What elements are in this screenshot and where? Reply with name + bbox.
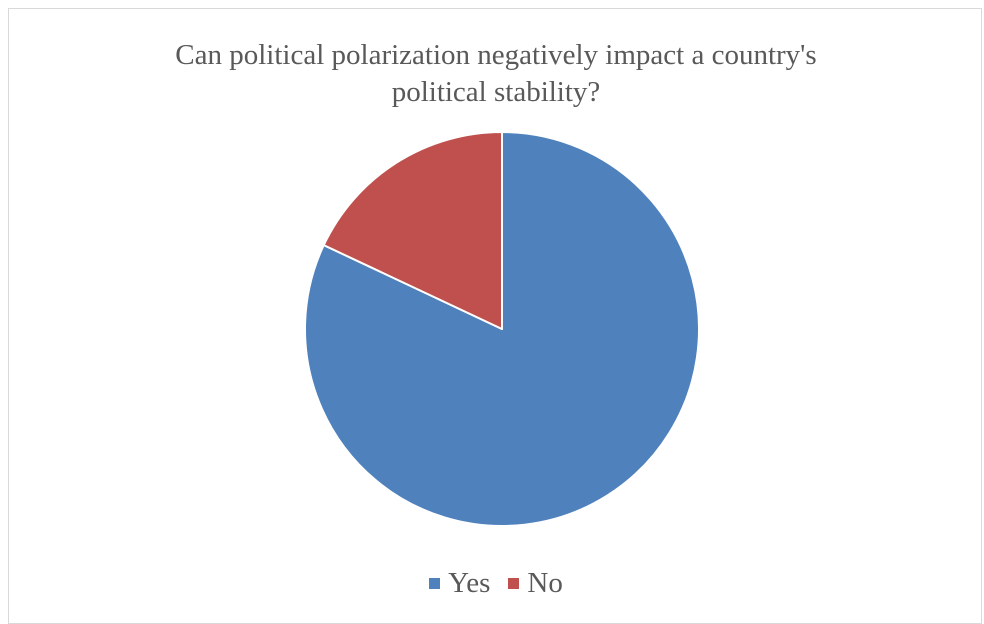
legend-item-no: No xyxy=(508,567,563,600)
legend-label-no: No xyxy=(527,567,563,599)
chart-title-line-1: Can political polarization negatively im… xyxy=(175,39,817,71)
legend-label-yes: Yes xyxy=(448,567,491,599)
legend-swatch-yes xyxy=(429,578,441,589)
chart-title-line-2: political stability? xyxy=(391,76,601,108)
chart-frame: Can political polarization negatively im… xyxy=(8,8,982,624)
legend-item-yes: Yes xyxy=(429,567,490,600)
pie-slice-no xyxy=(322,131,503,330)
pie-chart xyxy=(304,131,700,527)
chart-title: Can political polarization negatively im… xyxy=(9,37,983,111)
chart-legend: Yes No xyxy=(9,567,983,600)
legend-swatch-no xyxy=(508,578,520,589)
